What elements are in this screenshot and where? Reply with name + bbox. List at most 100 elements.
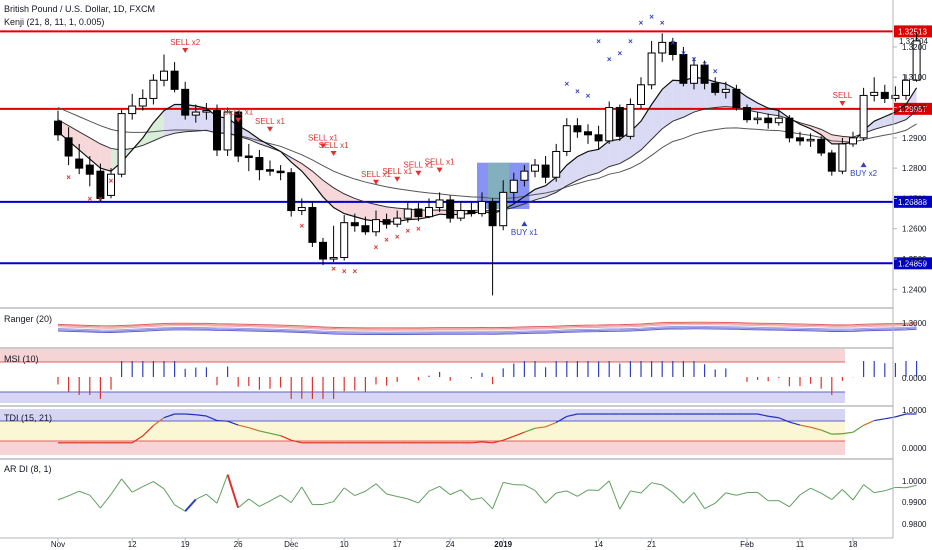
x-marker: × [416,225,421,234]
candle-body [223,111,232,151]
sell-signal-label: SELL x1 [223,108,253,117]
ardi-line [322,501,334,505]
ardi-line [174,504,186,512]
ardi-line [57,495,69,501]
ardi-line [524,484,536,491]
candle-body [605,107,614,142]
tdi-line [206,415,218,422]
ardi-line [492,482,504,509]
ardi-line [428,485,440,492]
ardi-line [831,489,843,500]
x-marker: × [395,232,400,241]
x-tick-label: 10 [340,540,349,549]
x-marker: × [607,55,612,64]
tdi-line [789,421,801,426]
cloud-segment [598,140,610,173]
ardi-line [460,489,472,501]
ardi-tick-3: 0.9800 [902,520,927,529]
ardi-line [195,493,207,500]
ardi-line [163,488,176,506]
ardi-line [725,492,737,496]
x-tick-label: 14 [594,540,603,549]
tdi-line [291,439,302,444]
candle-body [721,88,730,93]
tdi-line [534,426,546,429]
x-tick-label: 24 [446,540,455,549]
ranger-band [57,328,917,336]
tdi-line [227,420,239,426]
candle-body [679,54,688,84]
tdi-line [852,424,864,433]
tdi-zone-top [0,409,845,421]
level-tag-label: 1.24859 [898,259,927,268]
x-tick-label: 18 [849,540,858,549]
candle-body [319,241,327,260]
x-marker: × [331,265,336,274]
cloud-segment [588,149,599,176]
x-tick-label: 12 [128,540,137,549]
ardi-line [237,498,250,509]
candle-body [626,104,635,137]
ardi-line [693,492,706,509]
candle-body [668,41,677,56]
ardi-line [630,490,642,494]
sell-arrow [267,126,273,132]
cloud-segment [672,80,684,122]
y-tick-label: 1.3000 [902,104,927,113]
tdi-line [492,439,504,444]
sell-arrow [320,143,326,149]
x-tick-label: 17 [393,540,402,549]
candle-body [340,222,349,259]
level-price-tag: 1.32513 [894,25,932,38]
tdi-line [481,441,493,444]
ardi-tick-2: 0.9900 [902,498,927,507]
candle-body [573,125,582,133]
cloud-segment [323,180,334,208]
sell-arrow [330,151,337,157]
candle-body [912,40,921,81]
tdi-line [185,413,196,416]
cloud-segment [291,157,302,172]
ardi-line [68,490,80,497]
tdi-line [778,417,790,423]
x-tick-label: Nov [51,540,65,549]
candles [54,31,921,296]
ardi-line [121,478,133,493]
candle-body [435,199,444,209]
tdi-line [259,430,271,434]
cloud-segment [333,187,345,214]
ardi-line [248,498,260,507]
candle-body [552,150,561,178]
ardi-line [799,487,811,496]
candle-body [191,111,200,116]
candle-body [456,210,465,219]
ardi-line [789,494,801,508]
tdi-line [502,435,515,441]
ardi-line [301,486,313,505]
candle-body [308,207,317,243]
ardi-line [354,490,366,497]
ardi-line [226,474,240,509]
tdi-line [513,431,525,437]
ardi-line [333,487,345,502]
level-tag-label: 1.29957 [898,105,927,114]
buy-arrow [521,221,528,227]
candle-body [849,137,857,145]
candle-body [128,105,137,115]
ema-lines [57,76,918,223]
buy-signal-label: BUY x1 [511,228,539,237]
ardi-line [110,478,123,495]
sell-arrow [415,170,422,176]
cloud-segment [354,198,366,220]
x-marker: × [596,37,601,46]
candle-body [414,208,423,218]
candle-body [891,94,900,99]
msi-zone-bottom [0,392,845,403]
tdi-line [545,421,557,428]
cloud-segment [694,77,705,113]
ardi-line [640,482,652,494]
ranger-tick: 1.3000 [902,319,927,328]
tdi-line [566,413,578,418]
ardi-line [874,490,885,494]
